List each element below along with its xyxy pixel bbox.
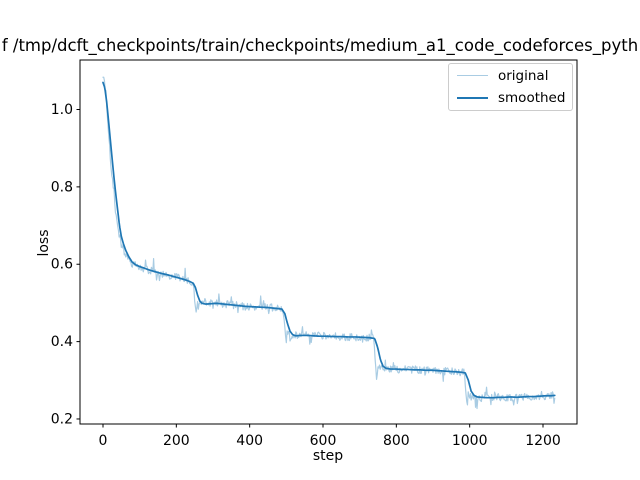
legend-line-original (457, 75, 488, 77)
y-axis-label: loss (36, 229, 52, 257)
plot-spines (79, 59, 578, 425)
x-tick-label: 800 (383, 433, 410, 449)
x-axis-label: step (312, 448, 344, 464)
y-tick-label: 0.8 (51, 179, 73, 195)
legend-label-original: original (498, 67, 549, 84)
x-tick-label: 400 (236, 433, 263, 449)
x-tick-label: 1000 (452, 433, 488, 449)
x-tick-label: 600 (310, 433, 337, 449)
chart-title: f /tmp/dcft_checkpoints/train/checkpoint… (1, 36, 639, 55)
x-tick-label: 200 (163, 433, 190, 449)
legend-item-original: original (449, 65, 572, 87)
legend-line-smoothed (457, 97, 488, 100)
legend-label-smoothed: smoothed (498, 90, 566, 107)
x-tick-label: 0 (99, 433, 108, 449)
y-tick-label: 0.4 (51, 334, 73, 350)
series-original (102, 76, 556, 410)
y-tick-label: 0.6 (51, 257, 73, 273)
series-smoothed (102, 81, 556, 399)
y-tick-label: 0.2 (51, 411, 73, 427)
legend-item-smoothed: smoothed (449, 87, 572, 109)
legend: original smoothed (448, 63, 573, 111)
y-tick-label: 1.0 (51, 102, 73, 118)
x-tick-label: 1200 (525, 433, 561, 449)
